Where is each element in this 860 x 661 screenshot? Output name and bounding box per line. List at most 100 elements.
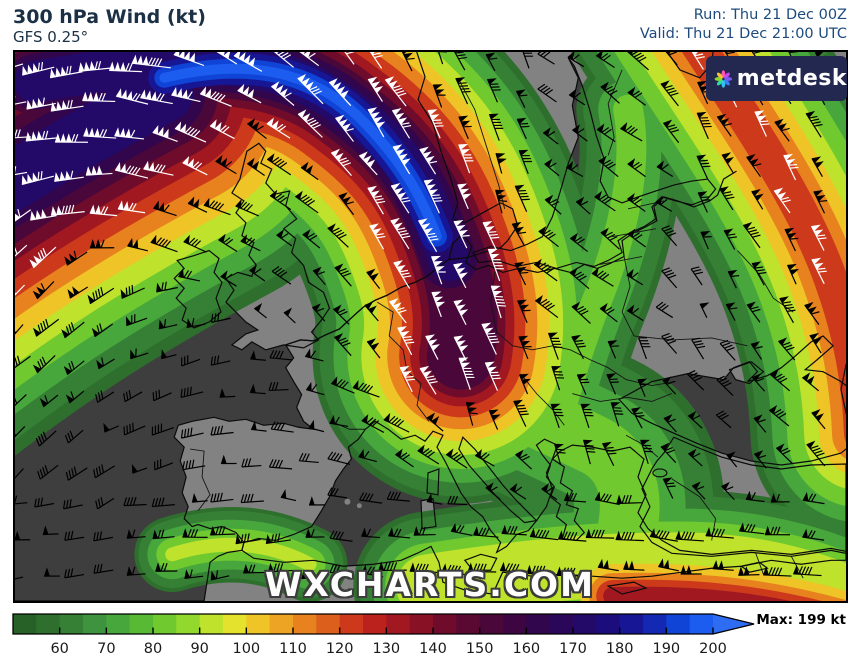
wind-barb: [210, 492, 234, 503]
wind-barb: [657, 558, 680, 572]
wind-barb: [802, 491, 825, 505]
wind-barb: [330, 376, 355, 394]
wind-barb: [697, 191, 711, 213]
wind-barb: [458, 115, 472, 140]
legend-color-cell: [13, 614, 37, 634]
wind-barb: [591, 267, 614, 287]
wind-barb: [537, 52, 555, 65]
legend-tick-label: 120: [326, 641, 354, 657]
legend-tick-label: 90: [190, 641, 208, 657]
wind-barb: [627, 86, 646, 106]
wind-barb: [83, 127, 117, 139]
wind-barb: [335, 114, 354, 142]
wind-barb: [392, 144, 411, 175]
legend-tick-label: 200: [699, 641, 727, 657]
wind-barb: [660, 80, 679, 107]
wind-barb: [308, 419, 325, 433]
wind-barb: [87, 287, 115, 305]
wind-barb: [744, 52, 762, 65]
wind-barb: [126, 529, 146, 539]
wind-barb: [152, 124, 178, 143]
wind-barb: [180, 386, 204, 398]
legend-color-cell: [596, 614, 621, 634]
metdesk-logo: metdesk: [706, 56, 847, 101]
wind-barb: [602, 441, 617, 467]
wind-barb: [753, 414, 767, 433]
wind-barb: [576, 373, 590, 395]
wind-barb: [42, 525, 59, 536]
wind-barb: [519, 373, 531, 395]
legend-color-cell: [339, 614, 364, 634]
wind-barb: [655, 301, 674, 319]
wind-barb: [161, 349, 177, 360]
legend-color-cell: [176, 614, 201, 634]
coastline: [535, 438, 586, 542]
wind-barb: [738, 566, 760, 576]
wind-barb: [240, 234, 261, 252]
wind-barb: [431, 255, 446, 285]
wind-barb: [297, 73, 324, 105]
wind-barb: [388, 527, 411, 539]
wind-barb: [572, 124, 588, 142]
wind-barb: [457, 183, 472, 210]
flower-petal: [716, 78, 723, 85]
wind-barb: [518, 335, 532, 360]
wind-barb: [754, 450, 767, 469]
wind-barb: [620, 122, 643, 142]
wind-barb: [386, 491, 410, 502]
border-line: [607, 69, 623, 156]
wind-barb: [383, 412, 410, 433]
wind-barb: [487, 78, 501, 103]
wind-barb: [661, 332, 678, 354]
wind-barb: [537, 83, 557, 103]
border-line: [377, 301, 408, 372]
legend-tick-label: 80: [144, 641, 162, 657]
legend-tick-label: 170: [559, 641, 587, 657]
wind-barb: [805, 110, 823, 138]
wind-barb: [712, 559, 734, 571]
wind-barb: [447, 495, 468, 506]
wind-barb: [250, 420, 267, 432]
legend-color-cell: [36, 614, 61, 634]
legend-color-cell: [689, 614, 714, 634]
legend-outline: [12, 613, 755, 635]
border-line: [331, 420, 366, 430]
map-frame: [13, 50, 848, 603]
wind-barb: [661, 225, 678, 247]
wind-barb: [606, 373, 619, 395]
wind-barb: [481, 322, 500, 355]
wind-barb: [804, 302, 820, 325]
wind-barb: [495, 189, 508, 214]
wind-barb: [778, 337, 796, 361]
wind-barb: [152, 529, 175, 540]
wind-barb: [64, 568, 85, 579]
wind-barb: [182, 459, 206, 471]
legend-color-cell: [316, 614, 341, 634]
wind-barb: [514, 184, 530, 212]
balearic-island: [344, 498, 351, 505]
wind-barb: [754, 110, 770, 137]
wind-barb: [596, 123, 616, 143]
wind-barb: [361, 413, 385, 433]
wind-barb: [209, 525, 236, 536]
wind-barb: [271, 81, 295, 106]
wind-barb: [594, 491, 620, 506]
wind-barb: [334, 333, 352, 357]
wind-barb: [716, 113, 733, 137]
wind-barb: [367, 185, 386, 215]
wind-barb: [220, 454, 237, 465]
wind-barb: [393, 260, 412, 289]
wind-barb: [151, 423, 174, 436]
wind-barb: [63, 360, 85, 376]
wind-barb: [297, 109, 323, 138]
wind-barb: [209, 119, 235, 140]
wind-barb: [688, 448, 703, 467]
wind-barb: [626, 52, 649, 71]
wind-barb: [569, 267, 590, 290]
wind-barb: [15, 355, 31, 372]
wind-barb: [585, 528, 615, 539]
border-line: [190, 448, 211, 511]
wind-barb: [15, 324, 24, 341]
wind-barb: [364, 301, 379, 322]
wind-barb: [183, 234, 207, 253]
